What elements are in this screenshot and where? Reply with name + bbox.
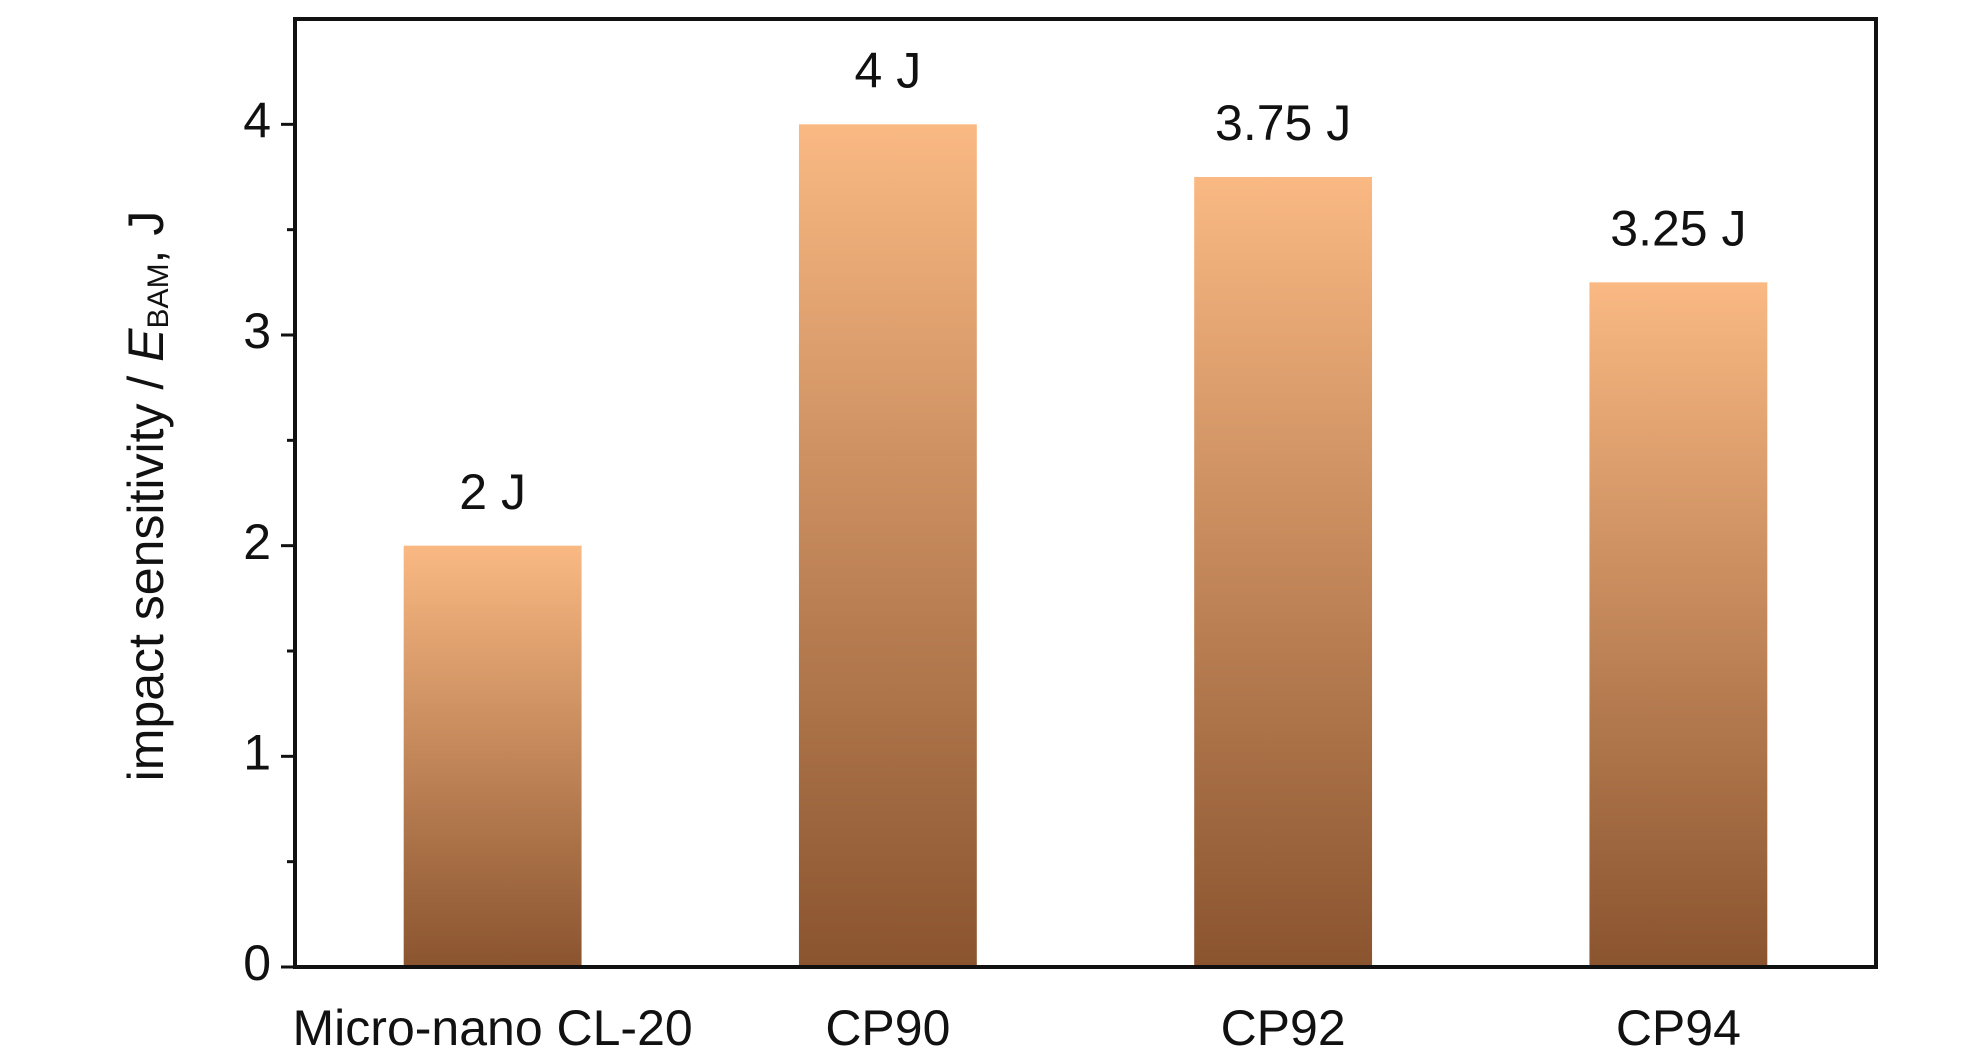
- y-tick-label: 3: [243, 303, 271, 359]
- bar: [1589, 282, 1768, 967]
- y-axis-label: impact sensitivity / EBAM, J: [118, 211, 175, 782]
- bar: [403, 545, 582, 967]
- y-tick-label: 2: [243, 514, 271, 570]
- data-label: 4 J: [855, 43, 922, 99]
- bar: [798, 124, 977, 968]
- x-tick-label: CP90: [825, 1000, 950, 1056]
- plot-frame: [293, 17, 1878, 969]
- y-tick-label: 0: [243, 935, 271, 991]
- y-tick-label: 1: [243, 725, 271, 781]
- y-label-text: impact sensitivity /: [118, 362, 174, 782]
- y-label-symbol: E: [118, 328, 174, 362]
- x-tick-label: Micro-nano CL-20: [293, 1000, 693, 1056]
- x-tick-label: CP92: [1221, 1000, 1346, 1056]
- data-label: 2 J: [459, 464, 526, 520]
- bar: [1194, 177, 1373, 967]
- data-label: 3.75 J: [1215, 95, 1351, 151]
- y-tick-label: 4: [243, 93, 271, 149]
- y-label-suffix: , J: [118, 211, 174, 264]
- y-label-subscript: BAM: [142, 263, 175, 328]
- data-label: 3.25 J: [1610, 201, 1746, 257]
- x-tick-label: CP94: [1616, 1000, 1741, 1056]
